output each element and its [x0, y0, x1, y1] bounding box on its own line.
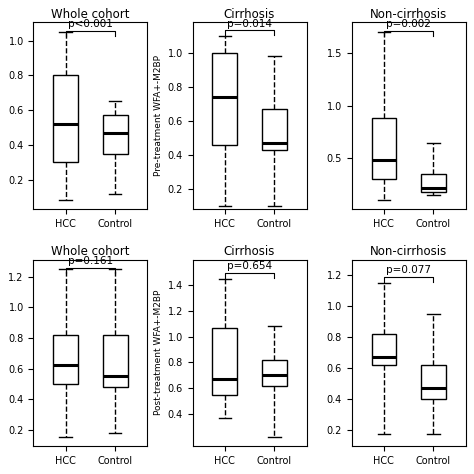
PathPatch shape [212, 53, 237, 145]
PathPatch shape [421, 174, 446, 192]
PathPatch shape [262, 360, 287, 385]
Title: Whole cohort: Whole cohort [51, 9, 130, 21]
Text: p=0.002: p=0.002 [386, 19, 431, 29]
Text: p<0.001: p<0.001 [68, 19, 113, 29]
PathPatch shape [103, 335, 128, 387]
Text: p=0.654: p=0.654 [227, 261, 272, 271]
PathPatch shape [372, 334, 396, 365]
Y-axis label: Pre-treatment WFA+-M2BP: Pre-treatment WFA+-M2BP [155, 55, 164, 176]
PathPatch shape [262, 109, 287, 150]
PathPatch shape [53, 75, 78, 162]
PathPatch shape [53, 335, 78, 384]
Title: Non-cirrhosis: Non-cirrhosis [370, 246, 447, 258]
PathPatch shape [212, 328, 237, 394]
Text: p=0.014: p=0.014 [227, 18, 272, 28]
PathPatch shape [103, 115, 128, 154]
Title: Cirrhosis: Cirrhosis [224, 246, 275, 258]
Y-axis label: Post-treatment WFA+-M2BP: Post-treatment WFA+-M2BP [155, 290, 164, 415]
Title: Whole cohort: Whole cohort [51, 246, 130, 258]
PathPatch shape [372, 118, 396, 180]
Text: p=0.077: p=0.077 [386, 265, 431, 275]
Title: Non-cirrhosis: Non-cirrhosis [370, 9, 447, 21]
PathPatch shape [421, 365, 446, 399]
Text: p=0.161: p=0.161 [68, 256, 113, 266]
Title: Cirrhosis: Cirrhosis [224, 9, 275, 21]
